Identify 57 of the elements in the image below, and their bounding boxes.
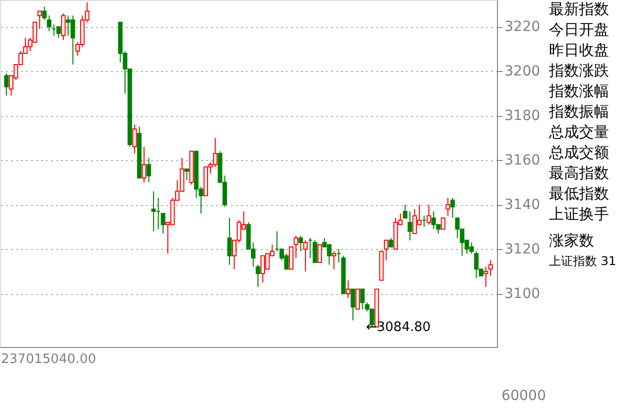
y-tick-label: 3160 (504, 152, 540, 169)
candlestick (355, 288, 360, 310)
candlestick (360, 288, 365, 310)
candlestick (288, 246, 294, 270)
candlestick (160, 213, 166, 234)
candlestick (317, 244, 322, 263)
text: 指数涨幅 (548, 82, 609, 100)
candlestick (450, 197, 455, 218)
candlestick (488, 260, 493, 276)
text: 最新指数 (549, 0, 609, 18)
text: 60000 (501, 388, 546, 404)
candlestick (346, 280, 350, 299)
candlestick (426, 204, 432, 226)
candlestick (132, 124, 137, 154)
y-tick-label: 3180 (504, 108, 540, 124)
text: 总成交额 (548, 144, 609, 162)
candlestick (408, 210, 412, 241)
text: 上证指数 31 (549, 254, 616, 268)
text: 上证换手 (549, 205, 609, 223)
candlestick (402, 204, 408, 218)
candlestick (42, 6, 47, 21)
candlestick (151, 190, 156, 232)
candlestick (56, 26, 61, 38)
candlestick (142, 146, 146, 183)
candlestick (446, 197, 450, 216)
text: 237015040.00 (1, 352, 96, 367)
candlestick (184, 168, 190, 181)
y-tick-label: 3220 (504, 19, 540, 36)
candlestick (350, 288, 356, 321)
text: 最低指数 (549, 184, 609, 202)
text: 昨日收盘 (549, 41, 609, 59)
candlestick (312, 240, 318, 263)
text: 今日开盘 (549, 20, 609, 38)
text: 指数振幅 (548, 102, 609, 120)
candlestick (332, 250, 336, 270)
candlestick (146, 157, 152, 183)
y-tick-label: 3200 (504, 64, 540, 80)
candlestick (37, 10, 42, 30)
y-tick-label: 3120 (504, 242, 540, 258)
candlestick (294, 235, 298, 259)
text: 总成交量 (548, 123, 609, 141)
candlestick (484, 266, 488, 288)
candlestick (256, 264, 260, 288)
y-tick-label: 3140 (504, 197, 540, 214)
text: 涨家数 (549, 232, 594, 250)
candlestick (4, 72, 9, 96)
candlestick (61, 12, 66, 41)
candlestick (384, 240, 388, 261)
text: 最高指数 (549, 164, 609, 182)
candlestick (227, 217, 232, 266)
annotation: ←3084.80 (366, 320, 431, 335)
candlestick (298, 235, 303, 252)
candlestick (46, 15, 52, 32)
candlestick (440, 217, 446, 230)
y-tick-label: 3100 (504, 286, 540, 302)
candlestick (303, 240, 308, 272)
text: 指数涨跌 (548, 62, 609, 80)
